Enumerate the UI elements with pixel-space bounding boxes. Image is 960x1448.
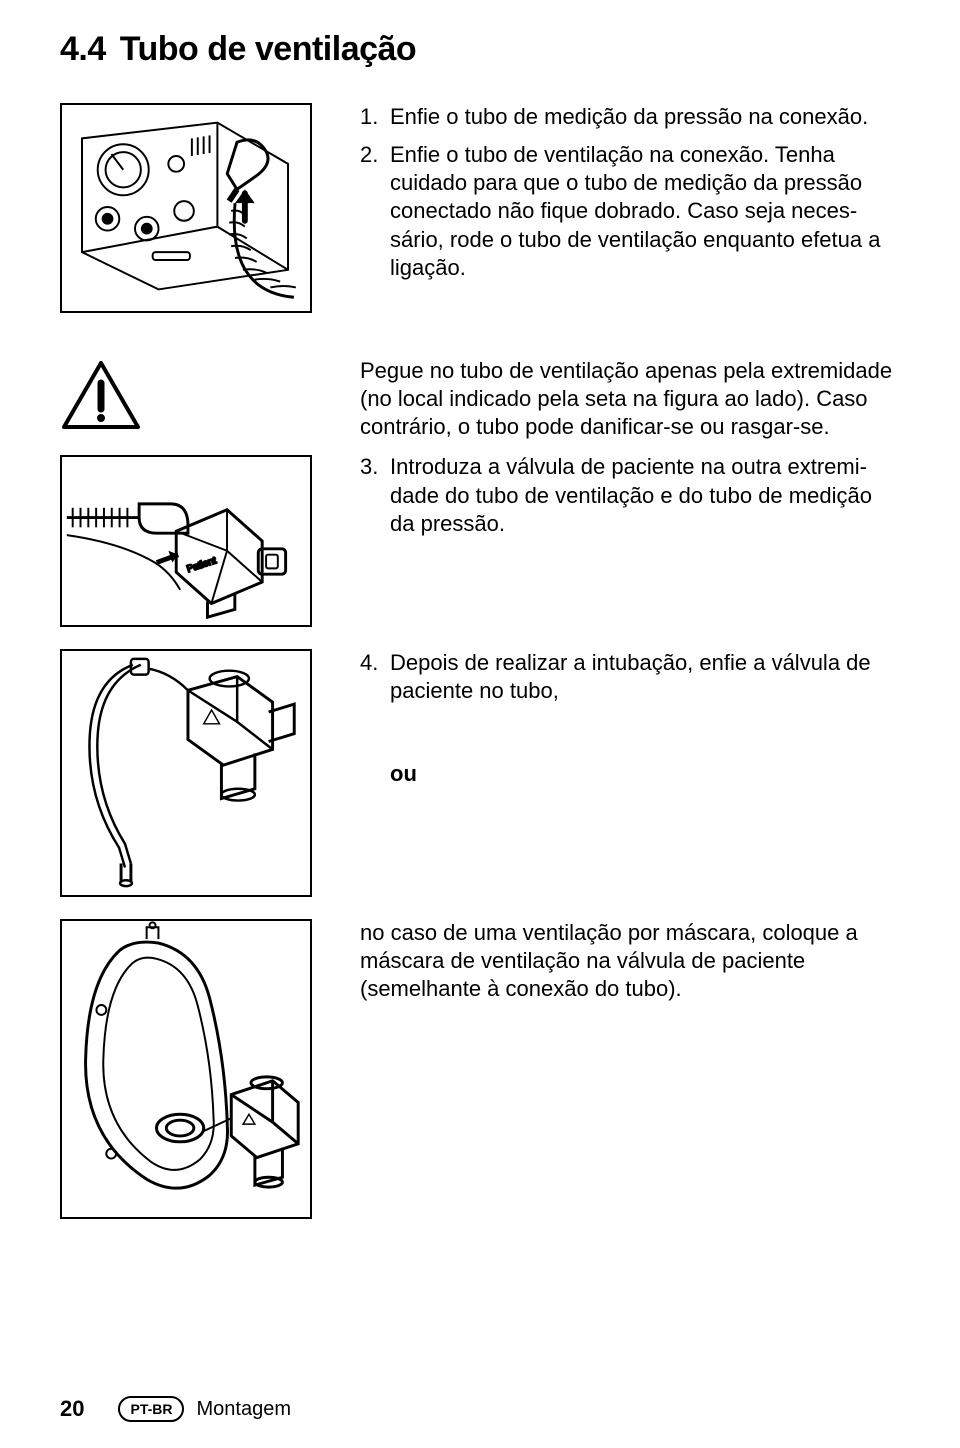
right-col-2: Pegue no tubo de ventilação apenas pela … bbox=[322, 335, 900, 548]
left-col-3 bbox=[60, 649, 322, 897]
step-1: 1.Enfie o tubo de medição da pressão na … bbox=[360, 103, 900, 131]
right-col-1: 1.Enfie o tubo de medição da pressão na … bbox=[322, 103, 900, 292]
section-heading: 4.4 Tubo de ventilação bbox=[60, 30, 900, 69]
tube-valve-icon bbox=[62, 651, 310, 895]
row-2: Patient Pegue no tubo de ventilação apen… bbox=[60, 335, 900, 627]
right-col-4: no caso de uma ventilação por máscara, c… bbox=[322, 919, 900, 1015]
step-4: 4.Depois de realizar a intubação, enfie … bbox=[360, 649, 900, 705]
heading-title: Tubo de ventilação bbox=[120, 30, 416, 68]
figure-3 bbox=[60, 649, 312, 897]
figure-2: Patient bbox=[60, 455, 312, 627]
steps-list-3: 4.Depois de realizar a intubação, enfie … bbox=[360, 649, 900, 705]
step-2-num: 2. bbox=[360, 141, 390, 282]
lang-badge: PT-BR bbox=[118, 1396, 184, 1422]
page-number: 20 bbox=[60, 1396, 84, 1422]
step-2-text: Enfie o tubo de ventilação na conexão. T… bbox=[390, 141, 900, 282]
mask-valve-icon bbox=[62, 921, 310, 1217]
heading-number: 4.4 bbox=[60, 30, 106, 68]
step-2: 2.Enfie o tubo de ventilação na conexão.… bbox=[360, 141, 900, 282]
ou-label: ou bbox=[390, 761, 900, 787]
step-1-num: 1. bbox=[360, 103, 390, 131]
step-4-num: 4. bbox=[360, 649, 390, 705]
ventilator-panel-icon bbox=[62, 105, 310, 311]
step-1-text: Enfie o tubo de medição da pressão na co… bbox=[390, 103, 900, 131]
left-col-4 bbox=[60, 919, 322, 1219]
alt-paragraph: no caso de uma ventilação por máscara, c… bbox=[360, 919, 900, 1003]
warning-paragraph: Pegue no tubo de ventilação apenas pela … bbox=[360, 357, 900, 441]
footer-section-name: Montagem bbox=[196, 1398, 291, 1421]
step-4-text: Depois de realizar a intubação, enfie a … bbox=[390, 649, 900, 705]
patient-valve-connect-icon: Patient bbox=[62, 457, 310, 625]
left-col-2: Patient bbox=[60, 335, 322, 627]
step-3-num: 3. bbox=[360, 453, 390, 537]
right-col-3: 4.Depois de realizar a intubação, enfie … bbox=[322, 649, 900, 843]
page-root: 4.4 Tubo de ventilação bbox=[0, 0, 960, 1448]
row-3: 4.Depois de realizar a intubação, enfie … bbox=[60, 649, 900, 897]
step-3: 3.Introduza a válvula de paciente na out… bbox=[360, 453, 900, 537]
page-footer: 20 PT-BR Montagem bbox=[0, 1396, 960, 1422]
step-3-text: Introduza a válvula de paciente na outra… bbox=[390, 453, 900, 537]
left-col-1 bbox=[60, 103, 322, 313]
svg-text:Patient: Patient bbox=[185, 555, 218, 575]
figure-1 bbox=[60, 103, 312, 313]
row-4: no caso de uma ventilação por máscara, c… bbox=[60, 919, 900, 1219]
warning-icon bbox=[60, 359, 142, 431]
steps-list-1: 1.Enfie o tubo de medição da pressão na … bbox=[360, 103, 900, 282]
steps-list-2: 3.Introduza a válvula de paciente na out… bbox=[360, 453, 900, 537]
row-1: 1.Enfie o tubo de medição da pressão na … bbox=[60, 103, 900, 313]
figure-4 bbox=[60, 919, 312, 1219]
